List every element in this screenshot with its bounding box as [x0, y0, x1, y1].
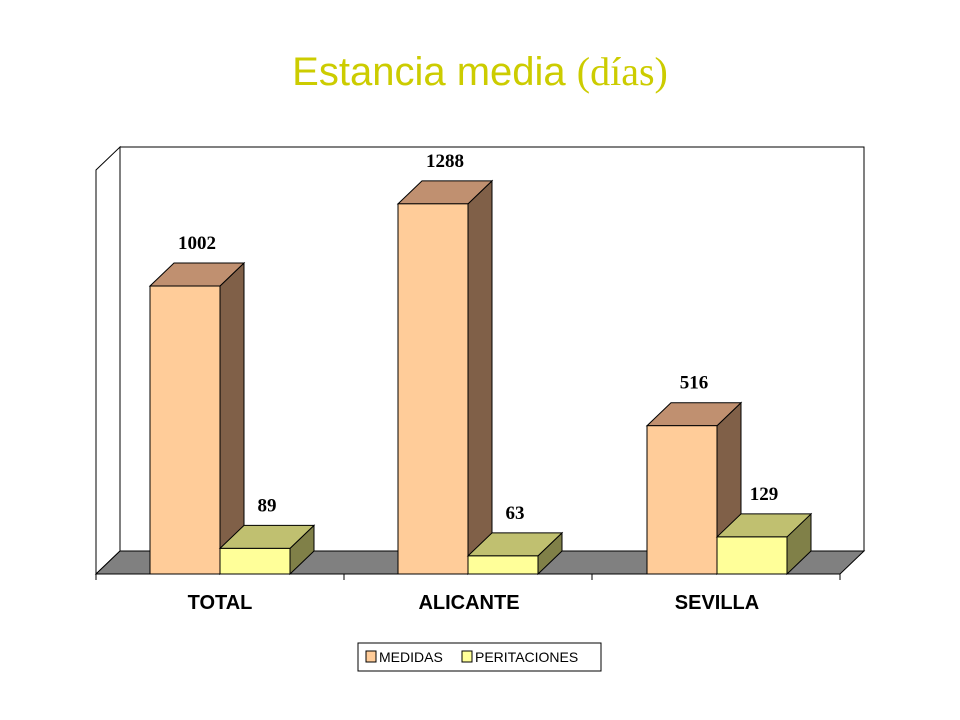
- legend-box: [357, 642, 602, 672]
- bar-medidas-total: [148, 261, 246, 576]
- bar-front-medidas-sevilla: [646, 425, 718, 575]
- data-label-peritaciones-sevilla: 129: [750, 484, 779, 505]
- legend: MEDIDAS PERITACIONES: [357, 642, 602, 672]
- legend-label-peritaciones: PERITACIONES: [475, 649, 578, 665]
- bar-front-medidas-alicante: [397, 203, 469, 575]
- category-label-sevilla: SEVILLA: [675, 592, 759, 614]
- category-label-total: TOTAL: [188, 592, 253, 614]
- bar-side-medidas-total: [219, 261, 245, 576]
- bar-front-peritaciones-sevilla: [716, 536, 788, 575]
- bar-front-medidas-total: [149, 285, 221, 575]
- bar-front-peritaciones-alicante: [467, 555, 539, 575]
- data-label-peritaciones-alicante: 63: [506, 503, 525, 524]
- bar-peritaciones-alicante: [466, 531, 564, 576]
- bar-front-peritaciones-total: [219, 547, 291, 575]
- data-label-medidas-sevilla: 516: [680, 373, 709, 394]
- data-labels-group: 1002 1288 516 89 63 129: [178, 151, 778, 524]
- legend-swatch-medidas: [365, 650, 377, 663]
- data-label-medidas-alicante: 1288: [426, 151, 464, 172]
- bars-group: [148, 179, 813, 576]
- legend-label-medidas: MEDIDAS: [379, 649, 443, 665]
- chart-title-unit: (días): [576, 49, 668, 94]
- bar-side-medidas-alicante: [467, 179, 493, 576]
- legend-swatch-peritaciones: [461, 650, 473, 663]
- data-label-medidas-total: 1002: [178, 233, 216, 254]
- chart-title: Estancia media (días): [0, 48, 960, 95]
- data-label-peritaciones-total: 89: [258, 495, 277, 516]
- category-label-alicante: ALICANTE: [418, 592, 519, 614]
- chart-title-text: Estancia media: [292, 50, 566, 94]
- bar-medidas-alicante: [396, 179, 494, 576]
- bar-peritaciones-total: [218, 524, 316, 576]
- bar-peritaciones-sevilla: [715, 512, 813, 576]
- chart-side-wall: [95, 145, 121, 576]
